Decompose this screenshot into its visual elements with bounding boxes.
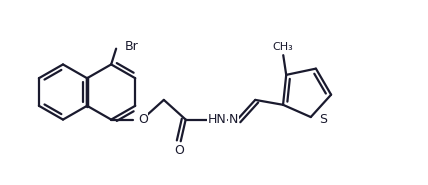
Text: O: O xyxy=(138,113,148,126)
Text: Br: Br xyxy=(125,40,139,53)
Text: HN: HN xyxy=(208,113,227,126)
Text: N: N xyxy=(229,113,238,126)
Text: CH₃: CH₃ xyxy=(273,42,294,52)
Text: S: S xyxy=(319,112,327,126)
Text: O: O xyxy=(174,144,184,157)
